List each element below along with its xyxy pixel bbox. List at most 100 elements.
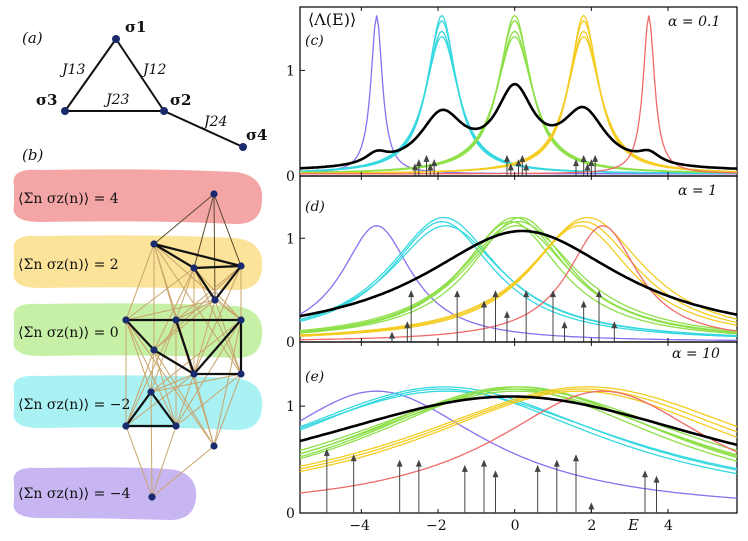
graph-edge (125, 243, 155, 321)
graph-edge (150, 373, 242, 393)
graph-edge (125, 319, 152, 393)
chart-panel-2: 0 1 −4 −2 0 2 4 (286, 341, 738, 534)
edge-12 (115, 38, 165, 112)
graph-node (150, 240, 158, 248)
spectrum-curve (299, 216, 738, 334)
eigenvalue-arrowhead (504, 310, 510, 318)
x-tick-label: 2 (587, 518, 596, 534)
graph-node (150, 346, 158, 354)
x-axis-title: E (627, 516, 639, 534)
graph-node (122, 316, 130, 324)
y-tick-label: 0 (286, 169, 295, 185)
eigenvalue-arrowhead (492, 470, 499, 478)
eigenvalue-arrowhead (580, 300, 587, 308)
graph-edge-strong (125, 391, 152, 427)
graph-edge (175, 267, 195, 321)
y-tick-label: 1 (286, 63, 295, 79)
average-curve (299, 229, 738, 318)
eigenvalue-arrowhead (550, 290, 556, 298)
spectrum-curve (300, 14, 737, 174)
spectrum-curve (299, 225, 738, 333)
graph-node (190, 370, 198, 378)
eigenvalue-arrowhead (504, 154, 510, 162)
spectrum-curve (299, 225, 738, 337)
eigenvalue-arrowhead (588, 159, 595, 167)
spectrum-curve (299, 30, 737, 174)
graph-edge (214, 299, 242, 375)
spectrum-curve (299, 216, 738, 336)
spectrum-curve (299, 390, 738, 499)
sector-label-m4: ⟨Σn σz(n)⟩ = −4 (18, 486, 131, 502)
sector-label-4: ⟨Σn σz(n)⟩ = 4 (18, 191, 119, 207)
panel-d-label: (d) (305, 199, 325, 215)
eigenvalue-arrowhead (481, 459, 487, 467)
eigenvalue-arrowhead (461, 464, 468, 472)
y-tick-label: 0 (286, 506, 295, 522)
graph-edge (193, 299, 216, 375)
graph-edge (193, 267, 242, 321)
graph-edge-strong (193, 267, 216, 301)
edge-24 (163, 110, 244, 148)
eigenvalue-arrowhead (534, 464, 541, 472)
y-axis-title: ⟨Λ(E)⟩ (308, 10, 356, 29)
graph-node (210, 190, 218, 198)
spectrum-curve (300, 19, 737, 174)
graph-edge-strong (193, 319, 242, 375)
eigenvalue-arrowhead (573, 159, 579, 167)
spectrum-curve (299, 390, 738, 470)
coupling-24: J24 (201, 114, 227, 130)
graph-node (237, 262, 245, 270)
eigenvalue-arrowhead (588, 502, 595, 510)
graph-edge (193, 373, 215, 447)
y-tick-label: 1 (286, 399, 295, 415)
node-4 (239, 143, 247, 151)
eigenvalue-arrowhead (396, 459, 403, 467)
spectrum-curve (299, 220, 738, 332)
graph-edge (175, 299, 216, 321)
spectrum-curve (299, 225, 737, 342)
chart-panel-1: 01 (286, 175, 738, 351)
y-tick-label: 0 (286, 335, 295, 351)
graph-edge-strong (174, 319, 196, 375)
eigenvalue-arrowhead (408, 290, 415, 298)
eigenvalue-arrowhead (389, 331, 395, 339)
graph-edge (213, 193, 216, 301)
sector-label-m2: ⟨Σn σz(n)⟩ = −2 (18, 397, 130, 413)
graph-node (211, 296, 219, 304)
graph-node (172, 316, 180, 324)
graph-edge (151, 425, 177, 498)
eigenvalue-arrowhead (481, 300, 487, 308)
spectrum-curve (299, 220, 738, 337)
graph-edge-strong (193, 264, 242, 270)
graph-edge (175, 373, 242, 427)
graph-edge (125, 425, 153, 498)
eigenvalue-arrowhead (611, 321, 618, 329)
eigenvalue-arrowhead (553, 459, 560, 467)
node-3-label: σ3 (36, 91, 58, 109)
graph-edge (153, 193, 215, 245)
graph-edge (213, 193, 242, 267)
graph-edge (175, 373, 195, 427)
sector-label-0: ⟨Σn σz(n)⟩ = 0 (18, 325, 119, 341)
sector-blob-4 (13, 169, 263, 224)
eigenvalue-arrowhead (427, 163, 434, 171)
graph-edge (125, 267, 195, 321)
x-tick-label: −2 (426, 518, 447, 534)
eigenvalue-arrowhead (404, 321, 411, 329)
x-tick-label: 4 (664, 518, 673, 534)
spectrum-curve (299, 388, 738, 470)
spectrum-curve (300, 14, 737, 174)
sector-graph (122, 190, 245, 501)
coupling-13: J13 (59, 62, 86, 78)
graph-edge-strong (150, 391, 177, 427)
graph-edge-strong (153, 242, 242, 268)
eigenvalue-arrowhead (412, 163, 418, 171)
spectrum-curve (299, 388, 738, 452)
y-tick-label: 1 (286, 231, 295, 247)
graph-edge (125, 373, 195, 427)
graph-edge (150, 319, 242, 393)
eigenvalue-arrowhead (573, 454, 579, 462)
graph-node (237, 370, 245, 378)
graph-edge (213, 373, 242, 447)
